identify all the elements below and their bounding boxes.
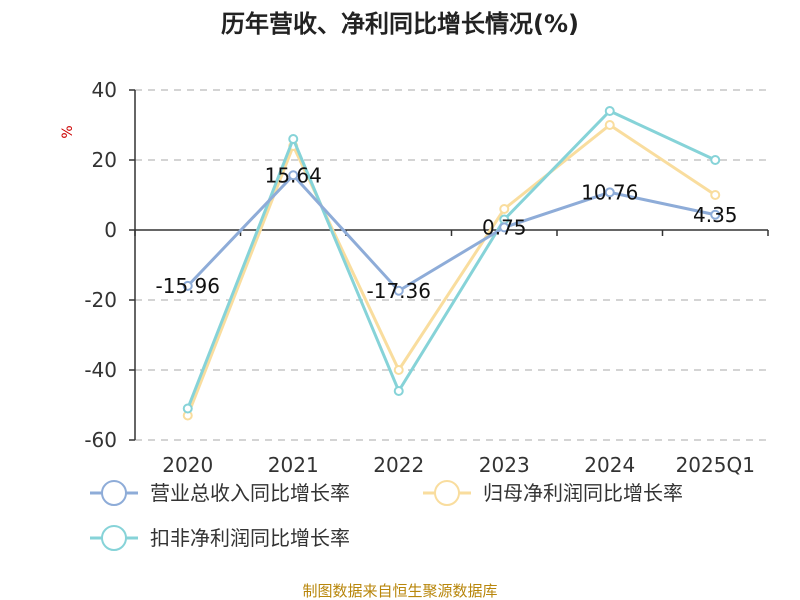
series-point-1 bbox=[710, 190, 721, 200]
y-tick-label: -20 bbox=[84, 288, 117, 312]
y-tick-label: 0 bbox=[104, 218, 117, 242]
y-axis-unit: % bbox=[60, 125, 76, 138]
series-point-2 bbox=[288, 134, 299, 144]
x-tick-label: 2022 bbox=[373, 453, 424, 477]
series-point-2 bbox=[393, 386, 404, 396]
legend-label: 扣非净利润同比增长率 bbox=[150, 526, 350, 550]
series-point-0 bbox=[393, 285, 404, 296]
x-tick-label: 2021 bbox=[268, 453, 319, 477]
legend-marker-icon bbox=[101, 525, 127, 551]
axis-layer: 40 20 0 -20 -40 -60 2020 2021 2022 2023 2024 2025Q1 bbox=[84, 78, 769, 477]
y-tick-label: -40 bbox=[84, 358, 117, 382]
x-tick-label: 2024 bbox=[584, 453, 635, 477]
legend-label: 营业总收入同比增长率 bbox=[150, 481, 350, 505]
y-tick-label: 20 bbox=[92, 148, 117, 172]
series-point-0 bbox=[710, 209, 721, 220]
chart-title: 历年营收、净利同比增长情况(%) bbox=[221, 10, 579, 38]
series-point-0 bbox=[182, 280, 193, 291]
data-label: 15.64 bbox=[265, 163, 322, 187]
legend-item-0[interactable]: 营业总收入同比增长率 bbox=[90, 480, 350, 506]
series-point-0 bbox=[288, 170, 299, 181]
series-point-2 bbox=[182, 403, 193, 414]
x-tick-label: 2020 bbox=[162, 453, 213, 477]
legend-label: 归母净利润同比增长率 bbox=[483, 481, 683, 505]
series-line-2 bbox=[186, 109, 716, 410]
series-point-0 bbox=[604, 187, 615, 198]
series-point-1 bbox=[499, 204, 510, 214]
grid-layer bbox=[135, 89, 768, 441]
data-label: -15.96 bbox=[156, 274, 220, 298]
data-label: -17.36 bbox=[367, 279, 431, 303]
series-point-0 bbox=[499, 222, 510, 233]
data-label-layer: -15.96 15.64 -17.36 0.75 10.76 4.35 bbox=[156, 163, 738, 303]
data-label: 10.76 bbox=[581, 180, 638, 204]
series-point-1 bbox=[393, 365, 404, 375]
data-label: 4.35 bbox=[693, 203, 738, 227]
series-line-0 bbox=[186, 173, 716, 293]
series-point-2 bbox=[710, 155, 721, 165]
x-tick-label: 2025Q1 bbox=[676, 453, 755, 477]
legend-item-2[interactable]: 扣非净利润同比增长率 bbox=[90, 525, 350, 551]
y-tick-label: 40 bbox=[92, 78, 117, 102]
y-tick-label: -60 bbox=[84, 428, 117, 452]
series-layer bbox=[182, 106, 721, 421]
source-note: 制图数据来自恒生聚源数据库 bbox=[302, 582, 497, 600]
x-tick-label: 2023 bbox=[479, 453, 530, 477]
data-label: 0.75 bbox=[482, 215, 527, 239]
series-point-1 bbox=[604, 120, 615, 130]
legend-marker-icon bbox=[101, 480, 127, 506]
legend-item-1[interactable]: 归母净利润同比增长率 bbox=[423, 480, 683, 506]
series-line-1 bbox=[186, 123, 717, 417]
series-point-2 bbox=[604, 106, 615, 116]
legend-marker-icon bbox=[434, 480, 460, 506]
